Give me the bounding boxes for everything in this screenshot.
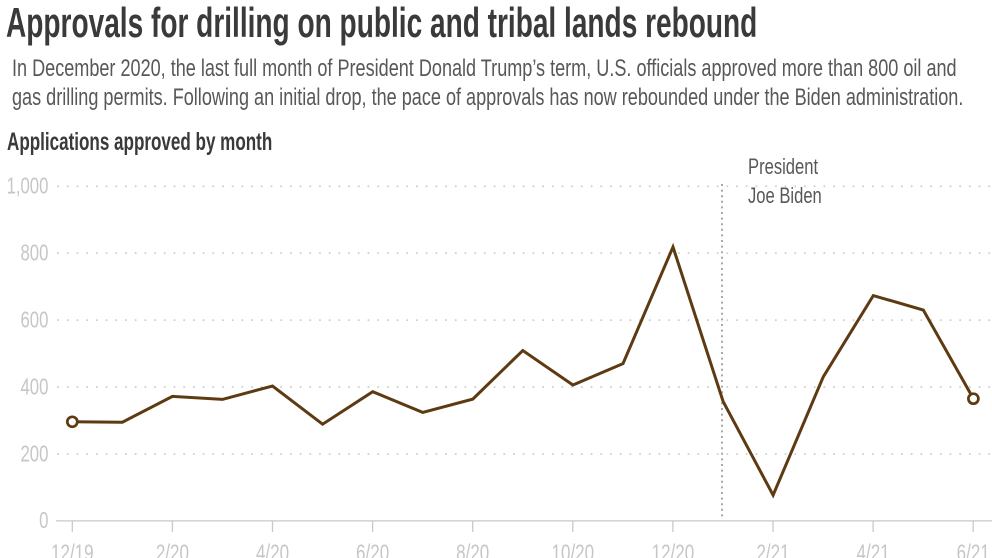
svg-text:4/20: 4/20 (256, 541, 289, 558)
svg-text:1,000: 1,000 (7, 174, 49, 199)
svg-text:200: 200 (21, 442, 49, 467)
svg-text:12/19: 12/19 (51, 541, 94, 558)
svg-text:6/21: 6/21 (957, 541, 990, 558)
svg-text:8/20: 8/20 (456, 541, 489, 558)
svg-text:600: 600 (21, 308, 49, 333)
svg-text:10/20: 10/20 (552, 541, 595, 558)
svg-text:2/21: 2/21 (756, 541, 789, 558)
svg-text:4/21: 4/21 (857, 541, 890, 558)
svg-text:800: 800 (21, 241, 49, 266)
svg-text:400: 400 (21, 375, 49, 400)
svg-text:2/20: 2/20 (156, 541, 189, 558)
svg-text:0: 0 (39, 509, 48, 534)
svg-text:12/20: 12/20 (652, 541, 695, 558)
svg-text:6/20: 6/20 (356, 541, 389, 558)
